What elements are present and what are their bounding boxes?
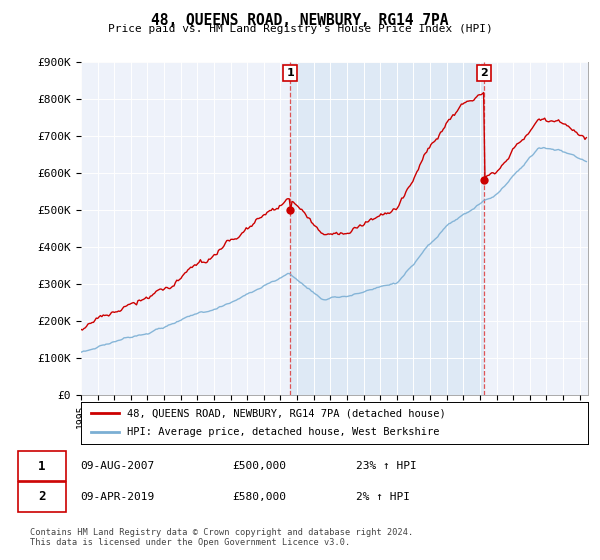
Text: 48, QUEENS ROAD, NEWBURY, RG14 7PA: 48, QUEENS ROAD, NEWBURY, RG14 7PA [151,13,449,28]
Text: 23% ↑ HPI: 23% ↑ HPI [356,461,417,471]
Text: 09-APR-2019: 09-APR-2019 [80,492,154,502]
Text: Contains HM Land Registry data © Crown copyright and database right 2024.
This d: Contains HM Land Registry data © Crown c… [30,528,413,547]
FancyBboxPatch shape [18,451,66,481]
Text: 1: 1 [38,460,46,473]
Text: Price paid vs. HM Land Registry's House Price Index (HPI): Price paid vs. HM Land Registry's House … [107,24,493,34]
FancyBboxPatch shape [18,482,66,512]
Text: 2% ↑ HPI: 2% ↑ HPI [356,492,410,502]
Text: £500,000: £500,000 [232,461,286,471]
Text: HPI: Average price, detached house, West Berkshire: HPI: Average price, detached house, West… [127,427,439,437]
Text: 09-AUG-2007: 09-AUG-2007 [80,461,154,471]
Text: 48, QUEENS ROAD, NEWBURY, RG14 7PA (detached house): 48, QUEENS ROAD, NEWBURY, RG14 7PA (deta… [127,408,445,418]
Bar [290,62,484,395]
Text: £580,000: £580,000 [232,492,286,502]
Text: 2: 2 [481,68,488,78]
Text: 1: 1 [287,68,295,78]
Text: 2: 2 [38,491,46,503]
